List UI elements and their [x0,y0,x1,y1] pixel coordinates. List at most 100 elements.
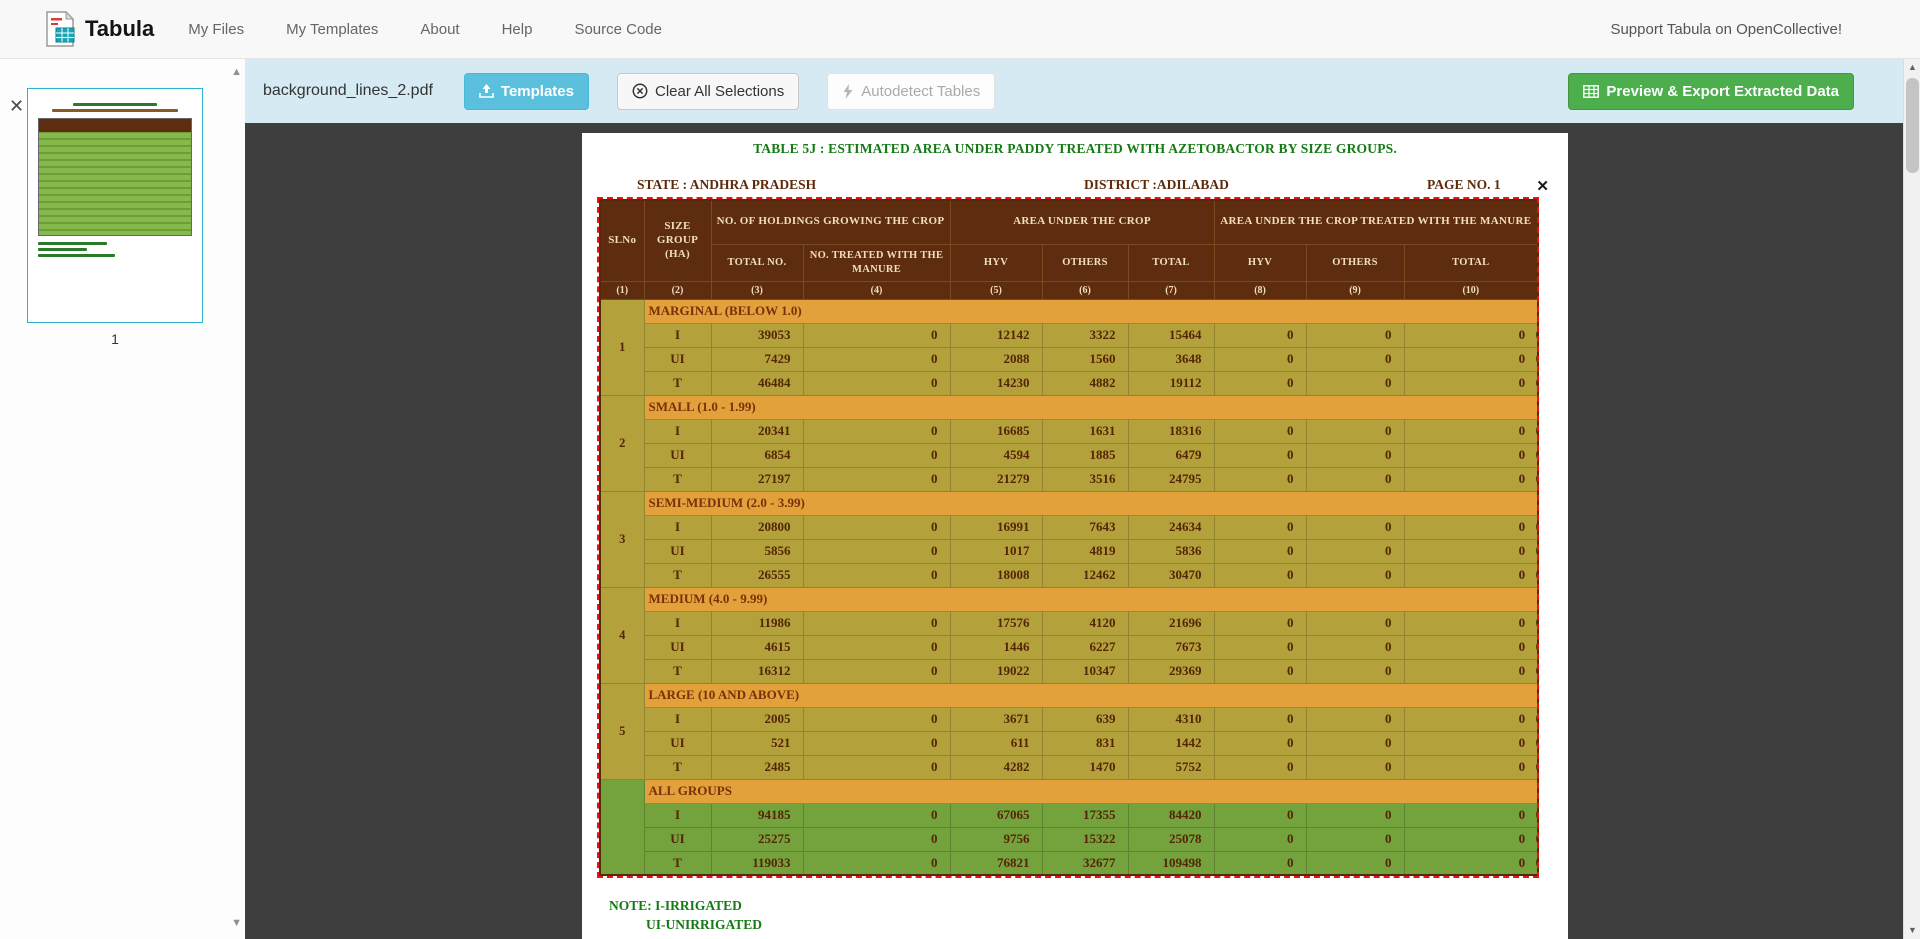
document-note-1: NOTE: I-IRRIGATED [609,898,742,914]
document-title: TABLE 5J : ESTIMATED AREA UNDER PADDY TR… [582,141,1568,157]
value-cell: 0 [1214,659,1306,683]
sidebar-scroll-up-icon[interactable]: ▲ [231,67,242,78]
size-group-cell: UI [644,443,711,467]
page-thumbnail[interactable] [27,88,203,323]
remove-page-icon[interactable]: ✕ [9,97,24,115]
value-cell: 4819 [1042,539,1128,563]
value-cell: 5836 [1128,539,1214,563]
thumb-table-preview [38,118,192,236]
nav-item-my-files[interactable]: My Files [188,21,244,38]
templates-button[interactable]: Templates [464,73,589,110]
size-group-cell: T [644,563,711,587]
thumb-note-lines [38,242,192,257]
value-cell: 17576 [950,611,1042,635]
support-link[interactable]: Support Tabula on OpenCollective! [1610,21,1842,38]
value-cell: 25275 [711,827,803,851]
value-cell: 0 [1214,323,1306,347]
value-cell: 0 [1404,803,1538,827]
value-cell: 32677 [1042,851,1128,875]
col-number-cell: (10) [1404,281,1538,299]
value-cell: 0 [1306,851,1404,875]
value-cell: 831 [1042,731,1128,755]
value-cell: 0 [1214,611,1306,635]
brand-title: Tabula [85,16,154,42]
nav-item-source-code[interactable]: Source Code [574,21,662,38]
value-cell: 0 [1214,347,1306,371]
scrollbar-thumb[interactable] [1906,78,1919,173]
size-group-cell: UI [644,635,711,659]
slno-cell: 1 [600,299,644,395]
value-cell: 0 [1214,515,1306,539]
value-cell: 1446 [950,635,1042,659]
value-cell: 0 [1306,443,1404,467]
value-cell: 0 [1306,635,1404,659]
header-hyv-treated: HYV [1214,244,1306,281]
value-cell: 3648 [1128,347,1214,371]
value-cell: 0 [803,755,950,779]
nav-item-about[interactable]: About [420,21,459,38]
value-cell: 0 [1306,659,1404,683]
value-cell: 4594 [950,443,1042,467]
scrollbar-up-icon[interactable]: ▲ [1904,59,1920,76]
value-cell: 0 [803,539,950,563]
value-cell: 21696 [1128,611,1214,635]
value-cell: 0 [1404,755,1538,779]
thumb-subtitle-line [52,109,178,112]
value-cell: 521 [711,731,803,755]
size-group-cell: UI [644,827,711,851]
col-number-cell: (2) [644,281,711,299]
value-cell: 16685 [950,419,1042,443]
value-cell: 6479 [1128,443,1214,467]
value-cell: 0 [1306,731,1404,755]
value-cell: 30470 [1128,563,1214,587]
header-others: OTHERS [1042,244,1128,281]
value-cell: 0 [1404,539,1538,563]
pdf-page[interactable]: TABLE 5J : ESTIMATED AREA UNDER PADDY TR… [582,133,1568,939]
header-holdings: NO. OF HOLDINGS GROWING THE CROP [711,200,950,244]
value-cell: 0 [1214,539,1306,563]
size-group-cell: T [644,755,711,779]
value-cell: 0 [1404,635,1538,659]
col-number-cell: (4) [803,281,950,299]
header-size-group: SIZE GROUP (HA) [644,200,711,281]
value-cell: 29369 [1128,659,1214,683]
value-cell: 0 [803,347,950,371]
window-scrollbar[interactable]: ▲ ▼ [1903,59,1920,939]
group-label-cell: MARGINAL (BELOW 1.0) [644,299,1538,323]
header-area: AREA UNDER THE CROP [950,200,1214,244]
scrollbar-down-icon[interactable]: ▼ [1904,922,1920,939]
col-number-cell: (5) [950,281,1042,299]
value-cell: 1560 [1042,347,1128,371]
size-group-cell: UI [644,731,711,755]
value-cell: 0 [1404,323,1538,347]
size-group-cell: I [644,515,711,539]
value-cell: 0 [803,371,950,395]
value-cell: 16991 [950,515,1042,539]
nav-item-my-templates[interactable]: My Templates [286,21,378,38]
value-cell: 15464 [1128,323,1214,347]
value-cell: 0 [1404,347,1538,371]
value-cell: 0 [1214,851,1306,875]
value-cell: 0 [803,443,950,467]
size-group-cell: UI [644,539,711,563]
open-filename: background_lines_2.pdf [263,82,433,100]
state-line: STATE : ANDHRA PRADESH [637,177,816,193]
value-cell: 6227 [1042,635,1128,659]
value-cell: 0 [1214,563,1306,587]
value-cell: 4310 [1128,707,1214,731]
col-number-cell: (8) [1214,281,1306,299]
nav-item-help[interactable]: Help [502,21,533,38]
value-cell: 7429 [711,347,803,371]
value-cell: 46484 [711,371,803,395]
value-cell: 0 [1214,419,1306,443]
value-cell: 0 [1214,467,1306,491]
value-cell: 0 [1306,563,1404,587]
size-group-cell: I [644,419,711,443]
table-selection-region[interactable]: ✕ SLNo SIZE GROUP (HA) NO. OF HOLDINGS G… [599,199,1537,876]
value-cell: 0 [1306,803,1404,827]
selection-close-icon[interactable]: ✕ [1536,179,1549,194]
sidebar-scroll-down-icon[interactable]: ▼ [231,918,242,929]
preview-export-button[interactable]: Preview & Export Extracted Data [1568,73,1854,110]
clear-all-selections-button[interactable]: Clear All Selections [617,73,799,110]
value-cell: 3516 [1042,467,1128,491]
